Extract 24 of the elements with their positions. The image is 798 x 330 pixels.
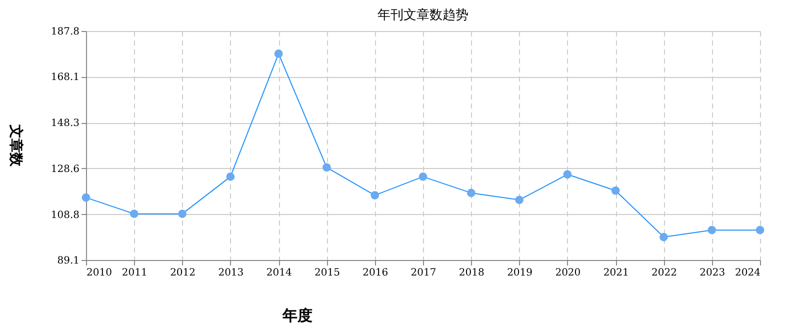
x-axis-title: 年度 [282, 306, 312, 324]
x-tick-label: 2022 [651, 268, 677, 278]
x-tick-label: 2011 [122, 268, 148, 278]
y-tick-label: 89.1 [57, 256, 80, 266]
y-axis-title: 文章数 [8, 124, 24, 168]
x-tick-label: 2021 [603, 268, 629, 278]
x-tick-label: 2016 [362, 268, 388, 278]
y-tick-label: 187.8 [50, 26, 80, 38]
y-tick-label: 108.8 [50, 210, 80, 221]
x-tick-label: 2010 [86, 268, 112, 278]
y-tick-label: 128.6 [50, 164, 80, 175]
x-tick-label: 2017 [410, 268, 436, 278]
x-tick-label: 2012 [170, 268, 196, 278]
chart-title: 年刊文章数趋势 [378, 8, 468, 23]
x-tick-label: 2019 [507, 268, 533, 278]
x-tick-label: 2018 [458, 268, 484, 278]
x-tick-label: 2020 [555, 268, 581, 278]
x-tick-label: 2023 [700, 268, 726, 278]
y-tick-label: 168.1 [50, 72, 80, 84]
x-tick-label: 2024 [735, 268, 760, 278]
x-tick-label: 2015 [314, 268, 340, 278]
x-tick-label: 2013 [218, 268, 244, 278]
x-tick-label: 2014 [266, 268, 292, 278]
y-tick-label: 148.3 [50, 118, 80, 130]
